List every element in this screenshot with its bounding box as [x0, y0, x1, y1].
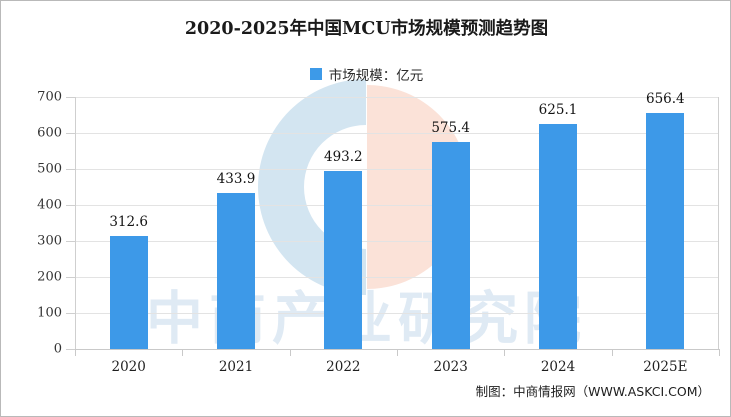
bar[interactable]: [431, 141, 470, 349]
bar-value-label: 493.2: [324, 149, 363, 166]
x-axis-tick: [289, 349, 291, 356]
bar-value-label: 312.6: [109, 214, 148, 231]
x-axis-tick: [719, 349, 720, 356]
bar-value-label: 625.1: [538, 101, 578, 118]
y-axis-label: 0: [53, 341, 62, 357]
x-axis-tick: [75, 349, 76, 356]
gridline: [75, 97, 719, 98]
y-axis-tick: [66, 205, 75, 206]
x-axis-label: 2023: [433, 359, 468, 375]
bar-value-label: 575.4: [431, 119, 470, 136]
bar[interactable]: [646, 112, 685, 349]
y-axis-label: 200: [37, 269, 62, 285]
chart-title: 2020-2025年中国MCU市场规模预测趋势图: [184, 19, 549, 39]
x-axis-label: 2021: [218, 359, 254, 375]
y-axis-label: 100: [37, 305, 62, 321]
y-axis-tick: [66, 313, 75, 314]
chart-legend: 市场规模：亿元: [1, 64, 730, 84]
gridline: [75, 133, 719, 134]
gridline: [75, 277, 719, 278]
right-axis-line: [718, 97, 719, 350]
bar[interactable]: [109, 236, 148, 349]
x-axis-label: 2025E: [643, 359, 688, 375]
x-axis-tick: [182, 349, 184, 356]
x-axis-tick: [611, 349, 613, 356]
legend-label: 市场规模：亿元: [328, 68, 424, 84]
legend-swatch-icon: [309, 68, 322, 80]
y-axis-label: 500: [37, 161, 62, 177]
gridline: [75, 205, 719, 206]
y-axis-label: 300: [37, 233, 62, 249]
x-axis-tick: [504, 349, 506, 356]
y-axis-tick: [66, 241, 75, 242]
x-axis-label: 2020: [111, 359, 146, 375]
y-axis-tick: [66, 169, 75, 170]
x-axis-tick: [397, 349, 398, 356]
y-axis-tick: [66, 349, 75, 350]
y-axis-label: 600: [37, 125, 62, 141]
bar[interactable]: [217, 192, 255, 349]
y-axis-label: 700: [37, 89, 62, 105]
bar[interactable]: [539, 123, 577, 349]
gridline: [75, 241, 719, 242]
bar[interactable]: [324, 171, 363, 349]
gridline: [75, 169, 719, 170]
y-axis-tick: [66, 97, 75, 98]
y-axis-tick: [66, 277, 75, 278]
bar-value-label: 656.4: [646, 90, 685, 107]
bar-value-label: 433.9: [216, 170, 256, 187]
y-axis-line: [75, 97, 76, 350]
plot-area: 0 100 200 300 400 500 600 700 2020 2021 2022 2023 2…: [37, 90, 720, 375]
y-axis-tick: [66, 133, 75, 134]
y-axis-label: 400: [37, 197, 62, 213]
gridline: [75, 313, 719, 314]
x-axis-label: 2024: [540, 359, 576, 375]
source-note: 制图：中商情报网（WWW.ASKCI.COM）: [475, 384, 710, 399]
x-axis-label: 2022: [326, 359, 361, 375]
